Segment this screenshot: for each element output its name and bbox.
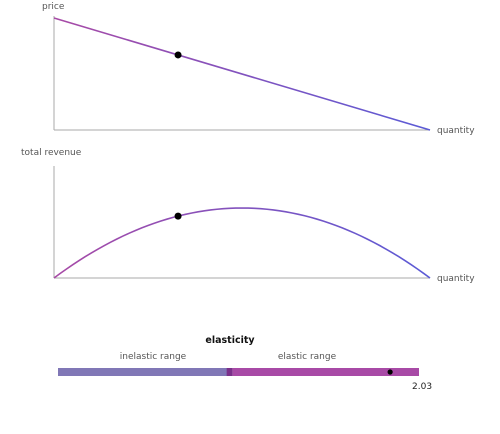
demand-point-marker[interactable] — [174, 51, 182, 59]
revenue-quantity-axis-label: quantity — [437, 274, 475, 284]
price-axis-label: price — [42, 2, 65, 12]
elasticity-value-label: 2.03 — [412, 382, 432, 392]
elastic-range-bar — [232, 368, 419, 376]
revenue-curve — [53, 207, 431, 279]
elasticity-value-marker — [387, 369, 393, 375]
inelastic-range-label: inelastic range — [120, 352, 187, 362]
elasticity-title: elasticity — [205, 335, 255, 346]
revenue-panel: total revenue quantity — [21, 148, 475, 284]
elastic-range-label: elastic range — [278, 352, 337, 362]
total-revenue-axis-label: total revenue — [21, 148, 82, 158]
revenue-point-marker[interactable] — [174, 212, 182, 220]
unit-elastic-marker — [226, 368, 233, 376]
elasticity-panel: elasticity inelastic range elastic range… — [58, 335, 432, 392]
demand-curve — [53, 17, 431, 131]
demand-quantity-axis-label: quantity — [437, 126, 475, 136]
inelastic-range-bar — [58, 368, 228, 376]
demand-panel: price quantity — [42, 2, 475, 136]
